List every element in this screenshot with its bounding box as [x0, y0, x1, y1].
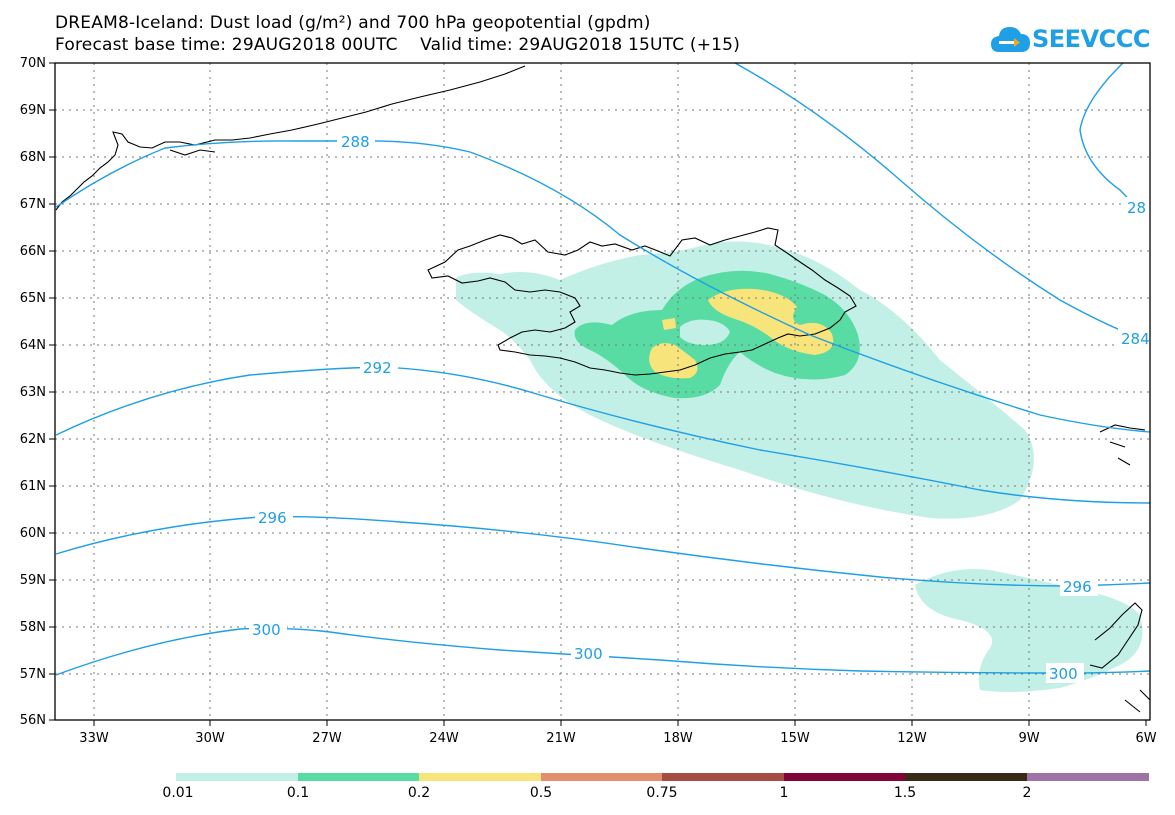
- lon-label: 12W: [897, 731, 927, 746]
- lat-label: 67N: [20, 197, 46, 212]
- colorbar-segment: [541, 773, 662, 781]
- colorbar-segment: [662, 773, 784, 781]
- colorbar-label: 1.5: [893, 785, 917, 801]
- contour-label-300: 300: [252, 621, 281, 639]
- lon-label: 33W: [79, 731, 109, 746]
- longitude-labels: 33W 30W 27W 24W 21W 18W 15W 12W 9W 6W: [79, 731, 1156, 746]
- graticule: [55, 63, 1150, 720]
- contour-label-300-mid: 300: [574, 645, 603, 663]
- contour-label-296: 296: [258, 509, 287, 527]
- cloud-logo-icon: [991, 27, 1030, 52]
- lat-label: 69N: [20, 103, 46, 118]
- colorbar-label: 0.75: [646, 785, 678, 801]
- lon-label: 21W: [546, 731, 576, 746]
- lon-label: 15W: [780, 731, 810, 746]
- map-title: DREAM8-Iceland: Dust load (g/m²) and 700…: [55, 13, 651, 33]
- colorbar-label: 0.5: [529, 785, 553, 801]
- contour-label-292: 292: [363, 359, 392, 377]
- colorbar-segment: [784, 773, 905, 781]
- seevccc-logo: SEEVCCC: [990, 22, 1151, 62]
- colorbar-segment: [1027, 773, 1149, 781]
- colorbar-label: 0.1: [286, 785, 310, 801]
- lon-label: 30W: [195, 731, 225, 746]
- colorbar-label: 0.01: [162, 785, 194, 801]
- latitude-labels: 56N 57N 58N 59N 60N 61N 62N 63N 64N 65N …: [20, 56, 46, 728]
- lon-label: 6W: [1135, 731, 1156, 746]
- colorbar-label: 2: [1022, 785, 1032, 801]
- forecast-times: Forecast base time: 29AUG2018 00UTC Vali…: [55, 35, 741, 55]
- lat-label: 62N: [20, 432, 46, 447]
- lat-label: 60N: [20, 526, 46, 541]
- lat-label: 65N: [20, 291, 46, 306]
- contour-label-284: 284: [1121, 330, 1150, 348]
- contour-label-296-east: 296: [1063, 578, 1092, 596]
- lat-label: 68N: [20, 150, 46, 165]
- contour-label-300-east: 300: [1049, 665, 1078, 683]
- lat-label: 56N: [20, 713, 46, 728]
- colorbar: [176, 773, 1149, 781]
- lat-label: 57N: [20, 667, 46, 682]
- contour-label-group: 288 292 296 296 300 300 300 28 284: [249, 131, 1150, 683]
- axis-ticks: [49, 62, 1147, 726]
- lon-label: 9W: [1018, 731, 1039, 746]
- contour-label-28: 28: [1127, 199, 1146, 217]
- colorbar-segment: [176, 773, 298, 781]
- colorbar-segment: [419, 773, 541, 781]
- colorbar-segment: [298, 773, 419, 781]
- lat-label: 66N: [20, 244, 46, 259]
- lat-label: 58N: [20, 620, 46, 635]
- lon-label: 18W: [663, 731, 693, 746]
- lat-label: 64N: [20, 338, 46, 353]
- colorbar-segment: [905, 773, 1027, 781]
- lon-label: 27W: [312, 731, 342, 746]
- lat-label: 70N: [20, 56, 46, 71]
- lon-label: 24W: [429, 731, 459, 746]
- colorbar-label: 1: [779, 785, 789, 801]
- lat-label: 59N: [20, 573, 46, 588]
- lat-label: 61N: [20, 479, 46, 494]
- contour-label-288: 288: [341, 133, 370, 151]
- colorbar-label: 0.2: [407, 785, 431, 801]
- logo-text: SEEVCCC: [1032, 25, 1151, 53]
- coastlines: [55, 65, 1151, 713]
- lat-label: 63N: [20, 385, 46, 400]
- dust-load-shading: [456, 241, 1143, 693]
